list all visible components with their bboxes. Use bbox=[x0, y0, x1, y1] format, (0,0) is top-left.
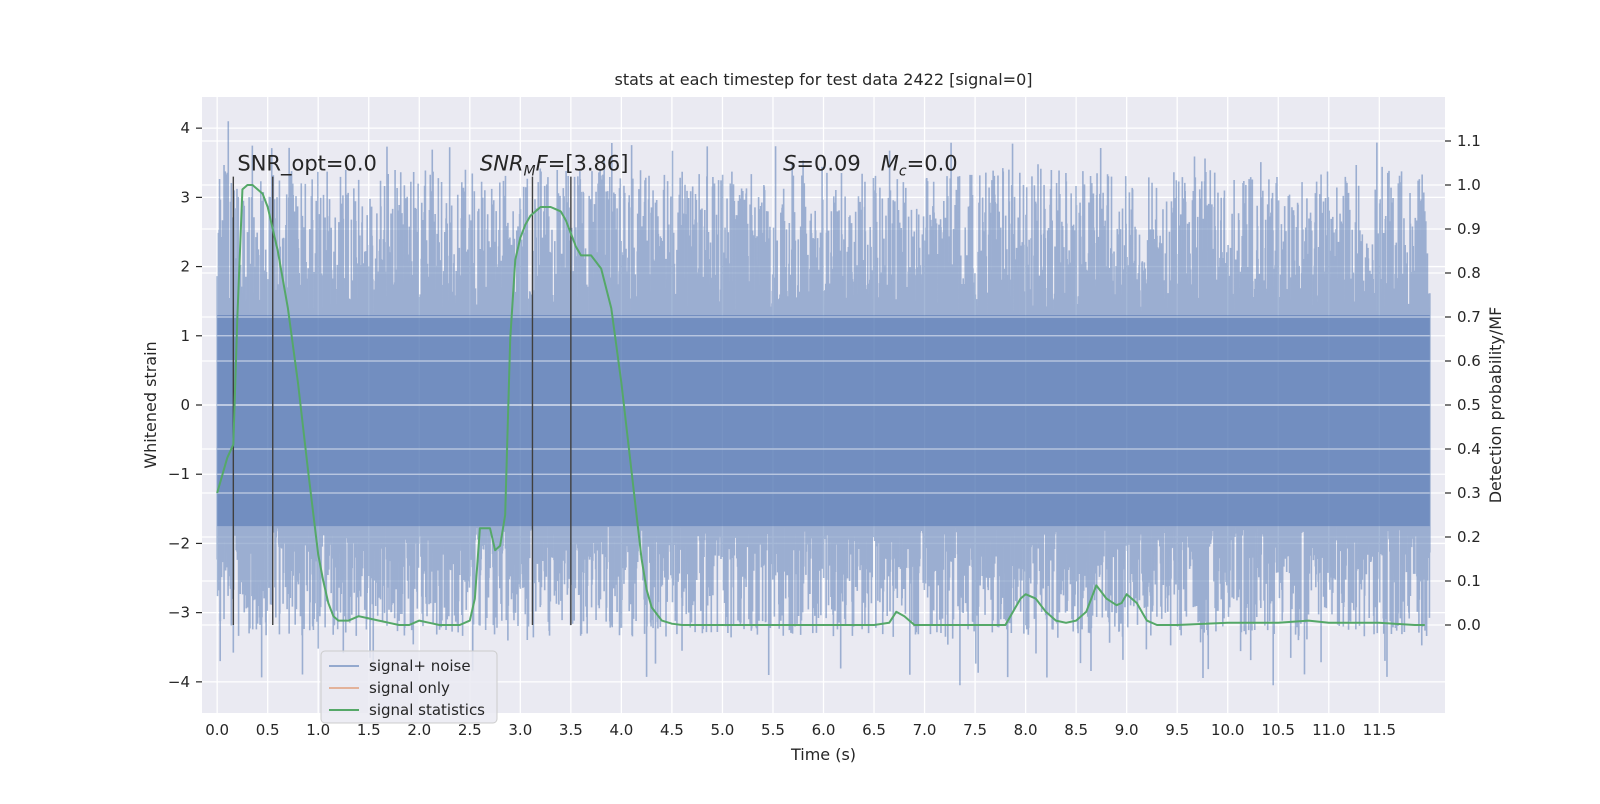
x-tick-label: 2.0 bbox=[407, 721, 431, 739]
annotation-part: c bbox=[899, 164, 907, 180]
annotation-part: M bbox=[524, 164, 536, 180]
y2-tick-label: 0.1 bbox=[1457, 572, 1481, 590]
annotation-s-mc: S=0.09 Mc=0.0 bbox=[783, 152, 958, 180]
y2-tick-label: 1.1 bbox=[1457, 132, 1481, 150]
y2-tick-label: 0.5 bbox=[1457, 396, 1481, 414]
x-tick-label: 10.0 bbox=[1211, 721, 1244, 739]
y-tick-label: 3 bbox=[180, 188, 190, 206]
annotation-part: F bbox=[536, 152, 549, 176]
axes: 0.0 0.5 1.0 1.5 2.0 2.5 3.0 3.5 4.0 4.5 5.0 5.5 6.0 6… bbox=[168, 119, 1481, 739]
x-tick-label: 11.0 bbox=[1312, 721, 1345, 739]
chart-title: stats at each timestep for test data 242… bbox=[614, 70, 1032, 89]
y2-tick-label: 0.7 bbox=[1457, 308, 1481, 326]
x-tick-label: 4.0 bbox=[609, 721, 633, 739]
y-tick-label: 2 bbox=[180, 258, 190, 276]
y2-tick-label: 0.2 bbox=[1457, 528, 1481, 546]
x-tick-label: 10.5 bbox=[1262, 721, 1295, 739]
series-signal-noise bbox=[216, 121, 1431, 686]
x-tick-label: 3.0 bbox=[508, 721, 532, 739]
annotation-part: SNR bbox=[480, 152, 524, 176]
x-tick-label: 5.5 bbox=[761, 721, 785, 739]
signal-statistics-line bbox=[216, 184, 1425, 626]
legend-box bbox=[320, 650, 498, 724]
x-tick-label: 0.0 bbox=[205, 721, 229, 739]
y2-axis-label: Detection probability/MF bbox=[1486, 307, 1505, 504]
x-tick-label: 2.5 bbox=[458, 721, 482, 739]
y2-tick-label: 0.8 bbox=[1457, 264, 1481, 282]
y-tick-label: 0 bbox=[180, 396, 190, 414]
legend-label: signal only bbox=[369, 679, 450, 697]
x-tick-label: 7.5 bbox=[963, 721, 987, 739]
y-tick-label: −1 bbox=[168, 465, 190, 483]
x-tick-label: 7.0 bbox=[913, 721, 937, 739]
annotation-part: SNR_opt=0.0 bbox=[237, 152, 377, 177]
y2-tick-label: 0.0 bbox=[1457, 616, 1481, 634]
y2-tick-label: 0.6 bbox=[1457, 352, 1481, 370]
x-tick-label: 11.5 bbox=[1363, 721, 1396, 739]
x-tick-label: 1.0 bbox=[306, 721, 330, 739]
annotation-part: =0.0 bbox=[907, 152, 958, 176]
legend-label: signal statistics bbox=[369, 701, 485, 719]
x-tick-label: 9.0 bbox=[1115, 721, 1139, 739]
annotation-snr-mf: SNRMF=[3.86] bbox=[480, 152, 629, 180]
annotation-part: =[3.86] bbox=[548, 152, 629, 176]
series-signal-statistics bbox=[216, 184, 1425, 626]
signal-noise-core bbox=[217, 315, 1430, 527]
y-tick-label: −4 bbox=[168, 673, 190, 691]
x-tick-label: 0.5 bbox=[256, 721, 280, 739]
marker-lines bbox=[232, 176, 572, 625]
x-tick-label: 8.0 bbox=[1014, 721, 1038, 739]
annotation-part: =0.09 bbox=[796, 152, 880, 176]
x-tick-label: 3.5 bbox=[559, 721, 583, 739]
annotation-part: S bbox=[783, 152, 796, 176]
annotations: SNR_opt=0.0 SNRMF=[3.86] S=0.09 Mc=0.0 bbox=[237, 152, 957, 180]
y-tick-label: 1 bbox=[180, 327, 190, 345]
legend: signal+ noise signal only signal statistic… bbox=[320, 650, 498, 724]
x-tick-label: 4.5 bbox=[660, 721, 684, 739]
y-axis-label: Whitened strain bbox=[141, 341, 160, 468]
y2-tick-label: 1.0 bbox=[1457, 176, 1481, 194]
y-tick-label: −2 bbox=[168, 534, 190, 552]
x-tick-label: 8.5 bbox=[1064, 721, 1088, 739]
x-tick-label: 5.0 bbox=[711, 721, 735, 739]
y2-tick-label: 0.3 bbox=[1457, 484, 1481, 502]
x-axis-label: Time (s) bbox=[790, 745, 856, 764]
x-tick-label: 6.0 bbox=[812, 721, 836, 739]
y-tick-label: 4 bbox=[180, 119, 190, 137]
x-tick-label: 1.5 bbox=[357, 721, 381, 739]
x-tick-label: 6.5 bbox=[862, 721, 886, 739]
y-tick-label: −3 bbox=[168, 604, 190, 622]
y2-tick-label: 0.9 bbox=[1457, 220, 1481, 238]
legend-label: signal+ noise bbox=[369, 657, 471, 675]
annotation-part: M bbox=[881, 152, 899, 176]
annotation-snr-opt: SNR_opt=0.0 bbox=[237, 152, 377, 177]
x-tick-label: 9.5 bbox=[1165, 721, 1189, 739]
y2-tick-label: 0.4 bbox=[1457, 440, 1481, 458]
